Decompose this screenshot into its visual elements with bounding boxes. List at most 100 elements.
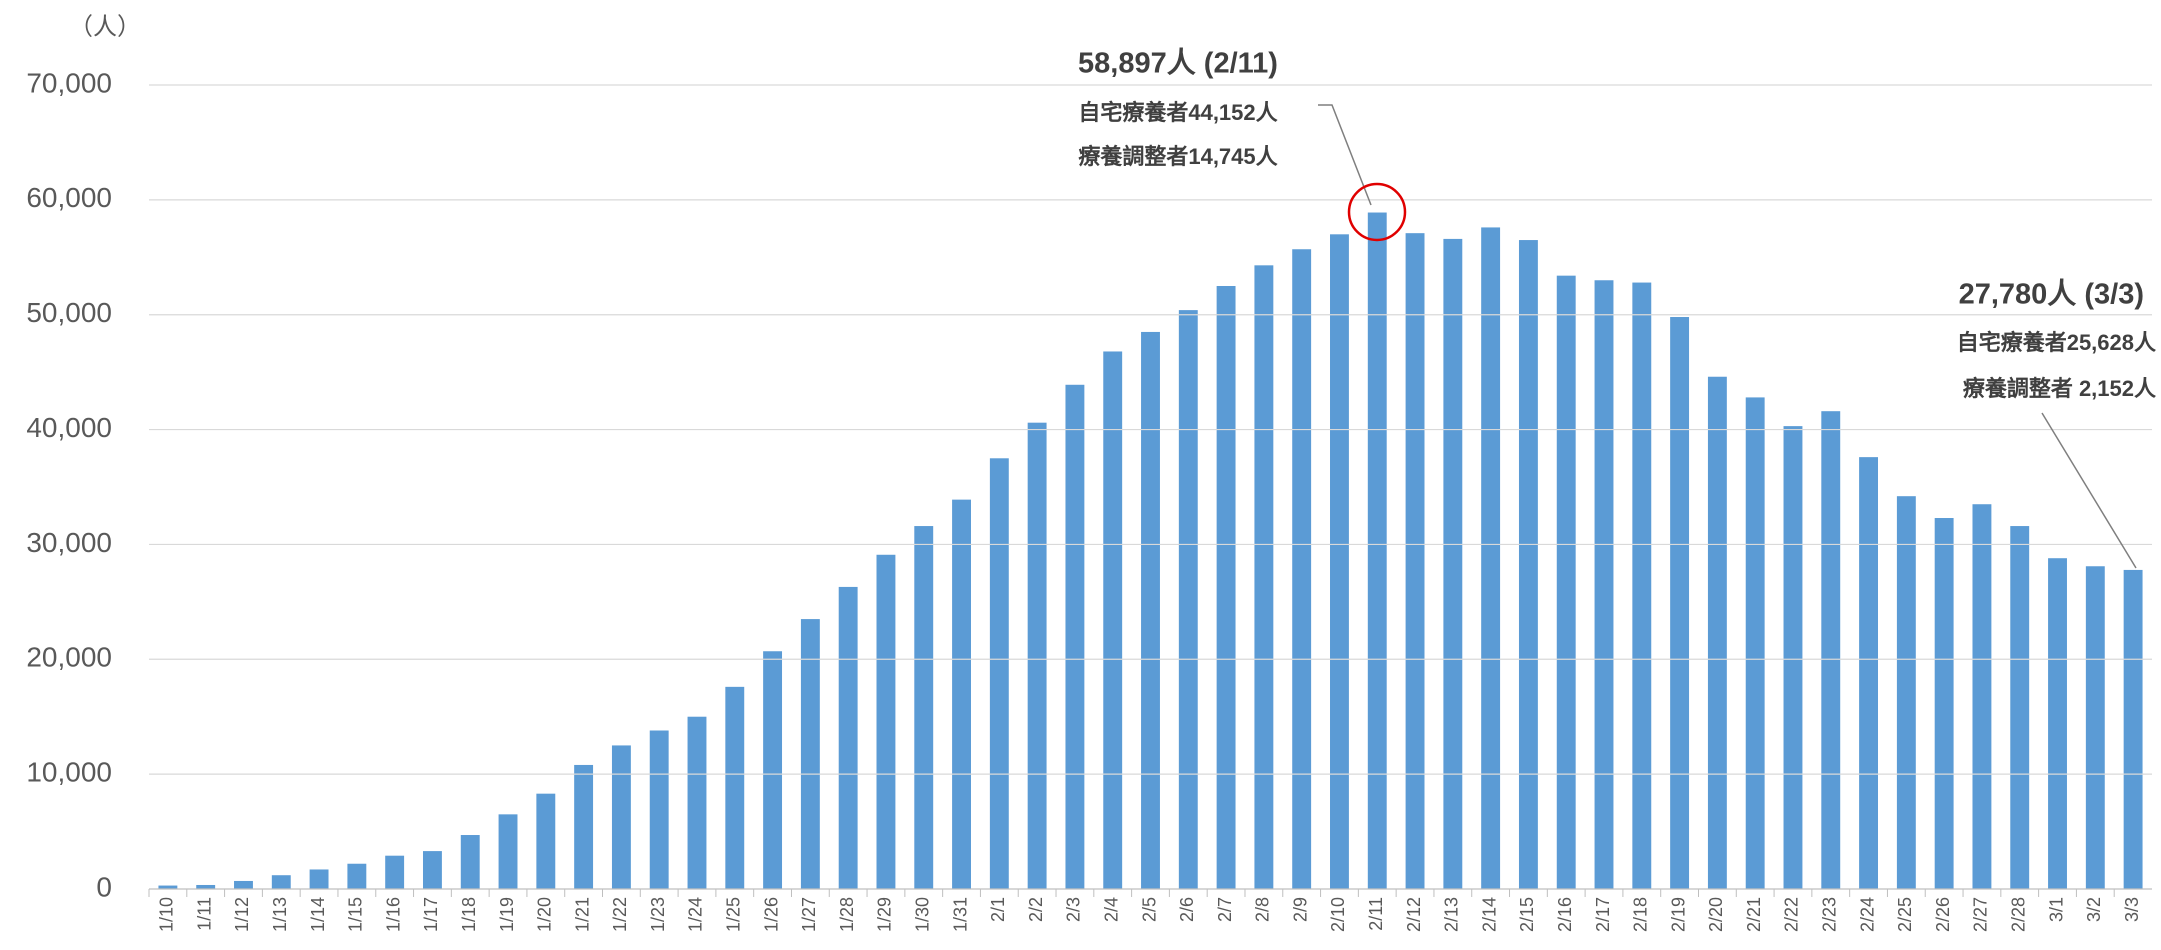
- x-tick-label: 1/26: [761, 897, 781, 932]
- bar: [1972, 504, 1992, 889]
- x-tick-label: 1/18: [459, 897, 479, 932]
- bar: [2048, 558, 2067, 889]
- x-tick-label: 1/11: [194, 897, 214, 931]
- x-tick-label: 2/5: [1139, 897, 1159, 922]
- bar: [2085, 566, 2105, 889]
- y-tick-label: 40,000: [26, 412, 112, 443]
- bar: [838, 586, 858, 889]
- x-tick-label: 2/26: [1933, 897, 1953, 932]
- leader-line: [1318, 104, 1372, 206]
- y-tick-label: 30,000: [26, 527, 112, 558]
- bar: [385, 855, 405, 889]
- bar: [2123, 569, 2143, 889]
- x-tick-label: 2/12: [1404, 897, 1424, 932]
- x-tick-label: 1/28: [837, 897, 857, 932]
- bar: [1367, 212, 1387, 889]
- bar: [1292, 249, 1312, 889]
- bar: [574, 764, 594, 889]
- bar: [196, 884, 216, 889]
- bar: [687, 716, 707, 889]
- bar: [1141, 331, 1160, 889]
- x-tick-label: 1/29: [875, 897, 895, 932]
- y-tick-label: 20,000: [26, 642, 112, 673]
- bar: [800, 619, 820, 889]
- bar: [498, 814, 518, 889]
- x-tick-label: 1/25: [724, 897, 744, 932]
- unit-label: （人）: [69, 13, 141, 40]
- x-tick-label: 1/17: [421, 897, 441, 932]
- bar: [2010, 526, 2030, 889]
- bar: [876, 554, 896, 889]
- x-tick-label: 1/13: [270, 897, 290, 932]
- x-tick-label: 1/22: [610, 897, 630, 932]
- x-tick-label: 2/17: [1593, 897, 1613, 932]
- bar: [1556, 275, 1576, 890]
- y-tick-label: 50,000: [26, 297, 112, 328]
- x-tick-label: 2/7: [1215, 897, 1235, 922]
- bar: [1405, 233, 1425, 889]
- x-tick-label: 2/19: [1668, 897, 1688, 932]
- bar: [611, 745, 631, 889]
- highlight-circle: [1347, 182, 1407, 242]
- x-tick-label: 1/21: [572, 897, 592, 932]
- bar: [347, 863, 367, 889]
- bar: [1821, 411, 1841, 889]
- x-tick-label: 1/14: [308, 897, 328, 932]
- x-tick-label: 1/20: [535, 897, 555, 932]
- bar: [1103, 351, 1123, 889]
- x-tick-label: 2/2: [1026, 897, 1046, 922]
- y-tick-label: 70,000: [26, 67, 112, 98]
- x-tick-label: 2/18: [1631, 897, 1651, 932]
- annotation-line: 自宅療養者25,628人: [1957, 330, 2156, 355]
- bar: [1065, 384, 1085, 889]
- bar: [1330, 234, 1349, 890]
- x-tick-label: 1/10: [157, 897, 177, 932]
- x-tick-label: 1/30: [912, 897, 932, 932]
- bar: [725, 686, 745, 889]
- bar: [989, 458, 1009, 889]
- annotation-title: 58,897人 (2/11): [1078, 47, 1278, 80]
- x-tick-label: 1/16: [383, 897, 403, 932]
- bar: [422, 851, 442, 889]
- bar: [1783, 426, 1803, 889]
- annotation-line: 療養調整者14,745人: [1078, 144, 1277, 169]
- bar: [1594, 280, 1614, 889]
- x-tick-label: 1/23: [648, 897, 668, 932]
- x-tick-label: 2/6: [1177, 897, 1197, 922]
- x-tick-label: 1/19: [497, 897, 517, 932]
- y-tick-label: 10,000: [26, 757, 112, 788]
- bar: [1216, 286, 1236, 889]
- x-tick-label: 1/31: [950, 897, 970, 932]
- bar: [1518, 240, 1538, 890]
- x-tick-label: 3/2: [2084, 897, 2104, 922]
- x-tick-label: 2/11: [1366, 897, 1386, 931]
- x-tick-label: 3/3: [2122, 897, 2142, 922]
- x-tick-label: 2/16: [1555, 897, 1575, 932]
- annotation-line: 療養調整者 2,152人: [1963, 376, 2156, 401]
- x-tick-label: 2/15: [1517, 897, 1537, 932]
- annotation-line: 自宅療養者44,152人: [1078, 100, 1277, 125]
- x-tick-label: 2/27: [1971, 897, 1991, 932]
- x-tick-label: 2/24: [1857, 897, 1877, 932]
- annotation: 27,780人 (3/3) 自宅療養者25,628人 療養調整者 2,152人: [1957, 278, 2156, 569]
- x-tick-label: 1/15: [346, 897, 366, 932]
- x-tick-label: 2/1: [988, 897, 1008, 922]
- bar: [234, 880, 253, 889]
- bar: [1254, 265, 1274, 890]
- bar: [763, 651, 783, 889]
- bar: [1934, 518, 1954, 889]
- bar: [271, 875, 291, 889]
- bar: [1481, 227, 1501, 889]
- bar: [1632, 282, 1652, 889]
- bar: [1670, 317, 1690, 889]
- bar: [1896, 496, 1916, 889]
- x-tick-label: 2/8: [1253, 897, 1273, 922]
- bar: [1859, 457, 1879, 889]
- annotation: 58,897人 (2/11) 自宅療養者44,152人 療養調整者14,745人: [1078, 47, 1407, 242]
- x-tick-label: 3/1: [2046, 897, 2066, 922]
- bar: [1443, 238, 1463, 889]
- y-tick-label: 0: [96, 871, 112, 902]
- y-tick-label: 60,000: [26, 182, 112, 213]
- leader-line: [2041, 412, 2137, 569]
